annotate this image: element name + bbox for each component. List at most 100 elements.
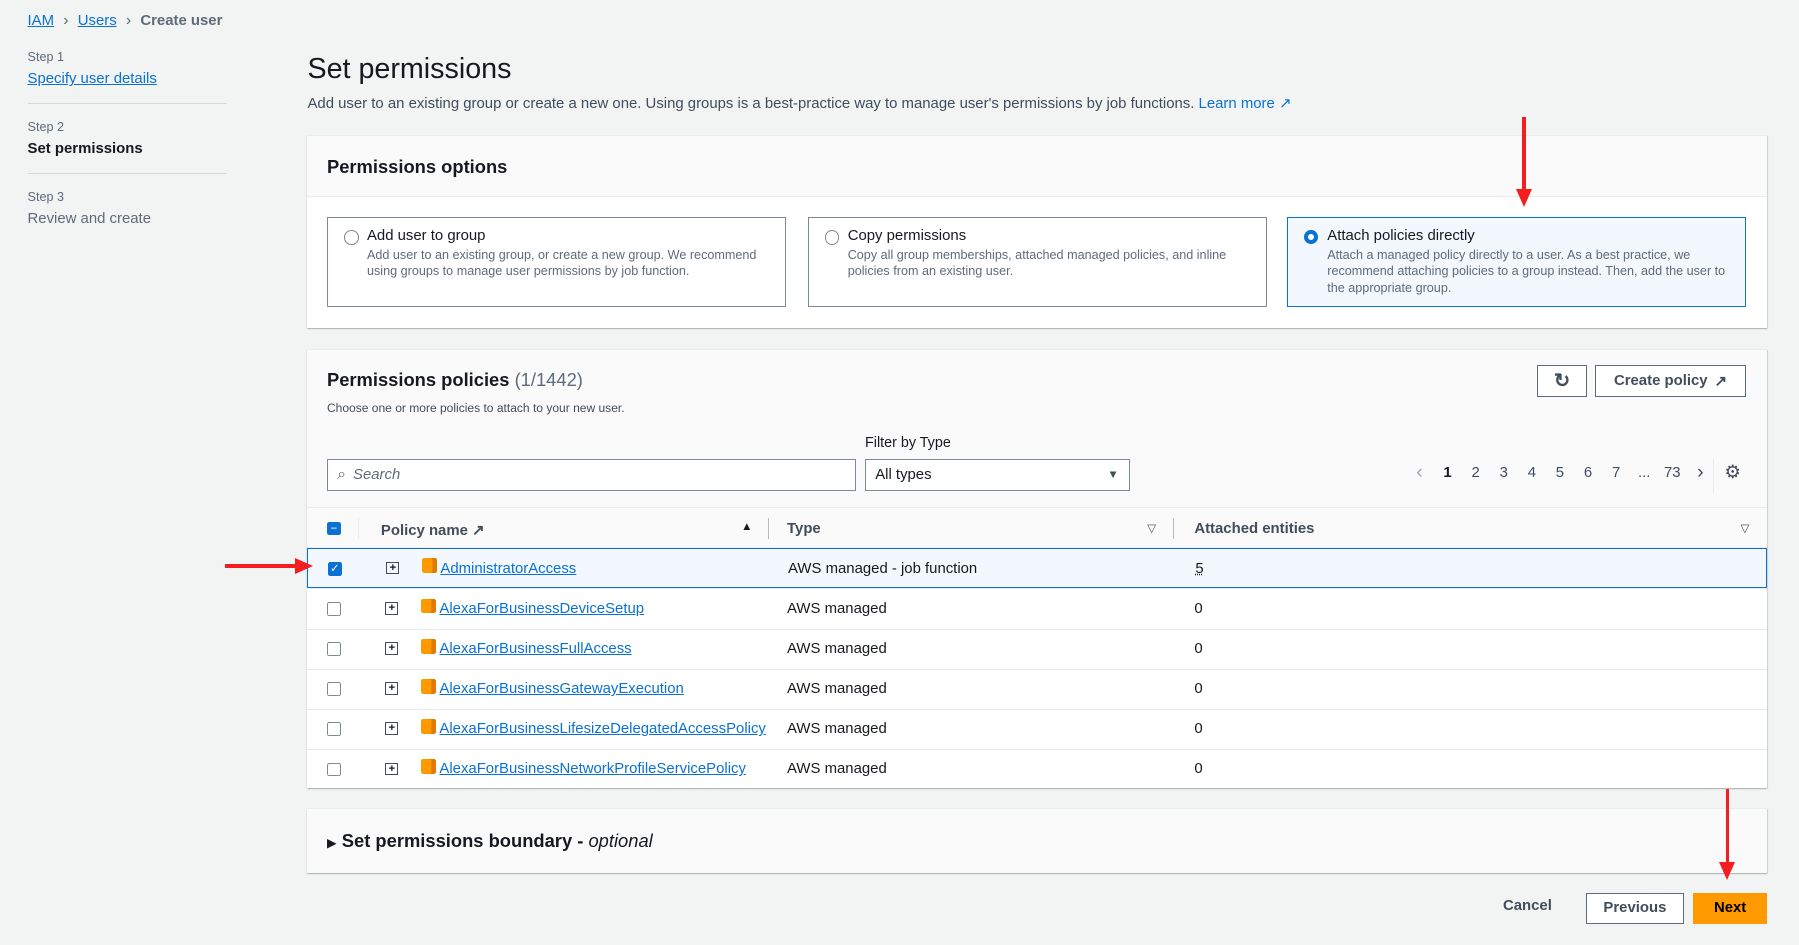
breadcrumb-users[interactable]: Users [77, 12, 117, 29]
annotation-arrowhead [294, 557, 313, 574]
expand-plus-icon[interactable]: + [385, 722, 399, 736]
attached-entities[interactable]: 5 [1195, 560, 1204, 577]
table-row[interactable]: + AlexaForBusinessFullAccess AWS managed… [307, 628, 1767, 669]
learn-more-link[interactable]: Learn more ↗ [1198, 96, 1292, 113]
refresh-icon: ↻ [1553, 369, 1571, 392]
settings-gear-icon[interactable]: ⚙ [1724, 461, 1741, 483]
option-label: Attach policies directly [1327, 227, 1475, 244]
policies-heading: Permissions policies (1/1442) [327, 369, 583, 391]
row-checkbox[interactable]: ✓ [327, 561, 342, 576]
page-description: Add user to an existing group or create … [307, 94, 1291, 112]
column-policy-name[interactable]: Policy name ↗ [380, 522, 485, 539]
refresh-button[interactable]: ↻ [1537, 364, 1587, 397]
expand-plus-icon[interactable]: + [385, 602, 399, 615]
external-link-icon: ↗ [472, 522, 485, 539]
attached-entities: 0 [1194, 600, 1203, 617]
previous-page-icon[interactable]: ‹ [1416, 461, 1423, 484]
annotation-arrowhead [1718, 861, 1735, 880]
permissions-policies-card: Permissions policies (1/1442) Choose one… [307, 348, 1767, 789]
expand-plus-icon[interactable]: + [385, 762, 399, 776]
radio-button[interactable] [344, 230, 359, 245]
table-header: − Policy name ↗ ▲ Type ▽ Attached entiti… [307, 506, 1767, 549]
page-3[interactable]: 3 [1499, 464, 1508, 481]
policy-name-link[interactable]: AlexaForBusinessLifesizeDelegatedAccessP… [439, 721, 766, 738]
boundary-heading[interactable]: ▶ Set permissions boundary - optional [327, 830, 653, 852]
permissions-boundary-section[interactable]: ▶ Set permissions boundary - optional [307, 807, 1767, 873]
policy-name-link[interactable]: AlexaForBusinessFullAccess [439, 641, 632, 658]
filter-type-select[interactable]: All types ▼ [865, 458, 1131, 491]
permissions-options-card: Permissions options Add user to group Ad… [307, 135, 1767, 328]
policy-type: AWS managed [787, 641, 887, 658]
page-1[interactable]: 1 [1443, 464, 1452, 481]
external-link-icon: ↗ [1278, 96, 1292, 113]
next-button[interactable]: Next [1693, 892, 1767, 924]
cancel-button[interactable]: Cancel [1502, 898, 1552, 915]
policy-type: AWS managed [787, 600, 887, 617]
option-description: Attach a managed policy directly to a us… [1327, 248, 1726, 295]
policy-name-link[interactable]: AlexaForBusinessDeviceSetup [439, 600, 645, 617]
table-row[interactable]: + AlexaForBusinessGatewayExecution AWS m… [307, 668, 1767, 709]
step-number: Step 1 [27, 50, 64, 65]
policy-cube-icon [421, 759, 436, 775]
column-type[interactable]: Type [787, 520, 821, 537]
option-description: Copy all group memberships, attached man… [847, 248, 1227, 279]
boundary-title: Set permissions boundary - [341, 830, 589, 852]
policies-subtitle: Choose one or more policies to attach to… [326, 401, 625, 416]
expand-plus-icon[interactable]: + [386, 561, 400, 575]
option-label: Add user to group [366, 227, 486, 244]
table-row[interactable]: ✓ + AdministratorAccess AWS managed - jo… [307, 548, 1767, 589]
policy-type: AWS managed [787, 721, 887, 738]
previous-button[interactable]: Previous [1585, 892, 1685, 924]
column-attached-entities[interactable]: Attached entities [1194, 520, 1315, 537]
page-7[interactable]: 7 [1611, 464, 1621, 481]
row-checkbox[interactable] [326, 722, 341, 737]
breadcrumb-iam[interactable]: IAM [27, 12, 55, 29]
row-checkbox[interactable] [326, 682, 341, 697]
expand-plus-icon[interactable]: + [385, 682, 399, 695]
radio-button[interactable] [824, 230, 840, 245]
table-row[interactable]: + AlexaForBusinessDeviceSetup AWS manage… [307, 588, 1767, 628]
step-number: Step 3 [27, 190, 64, 205]
step-1: Step 1 Specify user details [27, 50, 228, 105]
chevron-right-icon: › [63, 11, 69, 30]
option-add-user-to-group[interactable]: Add user to group Add user to an existin… [326, 216, 786, 308]
sort-ascending-icon[interactable]: ▲ [741, 520, 753, 533]
row-checkbox[interactable] [326, 762, 341, 777]
create-policy-button[interactable]: Create policy ↗ [1594, 364, 1747, 397]
step-specify-user-details[interactable]: Specify user details [27, 71, 157, 88]
expand-plus-icon[interactable]: + [385, 642, 399, 655]
search-input[interactable]: ⌕ Search [326, 458, 856, 491]
policies-title: Permissions policies [326, 369, 510, 391]
sort-icon[interactable]: ▽ [1147, 522, 1157, 535]
option-attach-policies-directly[interactable]: Attach policies directly Attach a manage… [1287, 216, 1747, 308]
policy-name-link[interactable]: AlexaForBusinessNetworkProfileServicePol… [439, 761, 746, 778]
table-row[interactable]: + AlexaForBusinessLifesizeDelegatedAcces… [307, 708, 1767, 749]
sort-icon[interactable]: ▽ [1740, 522, 1750, 535]
row-checkbox[interactable] [326, 642, 341, 656]
caret-right-icon: ▶ [326, 836, 337, 851]
page-73[interactable]: 73 [1664, 464, 1681, 481]
next-page-icon[interactable]: › [1697, 461, 1704, 484]
annotation-arrow [1725, 789, 1729, 863]
option-copy-permissions[interactable]: Copy permissions Copy all group membersh… [807, 216, 1267, 308]
page-6[interactable]: 6 [1583, 464, 1593, 481]
divider [1712, 458, 1715, 494]
divider [767, 518, 769, 539]
select-all-checkbox[interactable]: − [326, 521, 341, 536]
policies-count: (1/1442) [514, 369, 583, 391]
page-2[interactable]: 2 [1471, 464, 1480, 481]
radio-button-selected[interactable] [1304, 230, 1319, 245]
step-number: Step 2 [27, 120, 64, 135]
policy-name-link[interactable]: AlexaForBusinessGatewayExecution [439, 681, 684, 698]
annotation-arrow [224, 564, 296, 568]
table-row[interactable]: + AlexaForBusinessNetworkProfileServiceP… [307, 749, 1767, 789]
page-5[interactable]: 5 [1555, 464, 1565, 481]
policy-name-link[interactable]: AdministratorAccess [440, 560, 577, 577]
wizard-steps: Step 1 Specify user details Step 2 Set p… [27, 50, 228, 259]
boundary-optional: optional [588, 830, 653, 852]
page-title: Set permissions [307, 52, 512, 85]
external-link-icon: ↗ [1714, 373, 1727, 390]
pagination: ‹ 1 2 3 4 5 6 7 ... 73 › [1405, 461, 1714, 484]
page-4[interactable]: 4 [1527, 464, 1536, 481]
row-checkbox[interactable] [326, 602, 341, 616]
